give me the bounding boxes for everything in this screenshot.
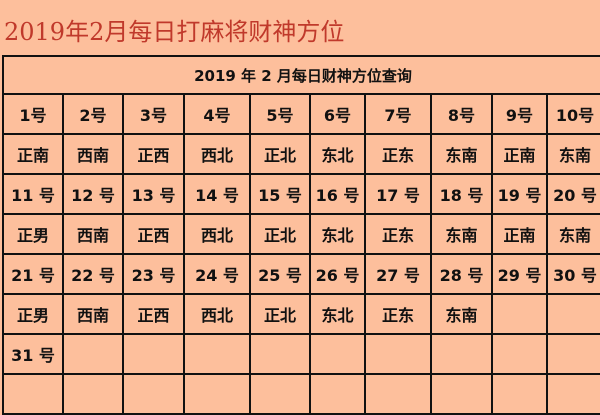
direction-cell: 东南 <box>430 133 493 175</box>
direction-cell: 西北 <box>183 293 251 335</box>
direction-cell: 正东 <box>364 213 432 255</box>
direction-cell: 西南 <box>62 133 124 175</box>
date-cell: 8号 <box>430 93 493 135</box>
direction-cell: 正北 <box>249 213 311 255</box>
direction-row: 正男 西南 正西 西北 正北 东北 正东 东南 <box>2 293 600 335</box>
direction-cell: 正北 <box>249 133 311 175</box>
date-cell: 19 号 <box>491 173 548 215</box>
date-cell <box>545 333 600 375</box>
date-cell <box>183 333 251 375</box>
direction-cell <box>122 373 185 415</box>
direction-cell <box>183 373 251 415</box>
date-cell: 14 号 <box>183 173 251 215</box>
date-cell <box>430 333 493 375</box>
date-cell: 1号 <box>2 93 64 135</box>
date-cell: 29 号 <box>491 253 548 295</box>
date-cell: 11 号 <box>2 173 64 215</box>
direction-row <box>2 373 600 415</box>
direction-cell: 东南 <box>430 293 493 335</box>
date-row: 31 号 <box>2 333 600 375</box>
direction-cell: 西南 <box>62 293 124 335</box>
direction-cell: 东北 <box>309 133 366 175</box>
direction-cell: 东南 <box>430 213 493 255</box>
date-cell: 7号 <box>364 93 432 135</box>
date-cell: 25 号 <box>249 253 311 295</box>
direction-cell: 正北 <box>249 293 311 335</box>
date-cell: 26 号 <box>309 253 366 295</box>
table-header: 2019 年 2 月每日财神方位查询 <box>1 55 600 95</box>
date-cell: 30 号 <box>545 253 600 295</box>
date-cell <box>491 333 548 375</box>
date-cell <box>62 333 124 375</box>
date-cell: 3号 <box>122 93 185 135</box>
date-cell <box>249 333 311 375</box>
direction-cell: 正西 <box>122 293 185 335</box>
direction-cell: 正南 <box>491 133 548 175</box>
date-cell: 12 号 <box>62 173 124 215</box>
direction-cell: 东北 <box>309 293 366 335</box>
date-cell: 21 号 <box>2 253 64 295</box>
direction-cell: 东北 <box>309 213 366 255</box>
date-cell: 31 号 <box>2 333 64 375</box>
direction-cell <box>430 373 493 415</box>
date-cell: 13 号 <box>122 173 185 215</box>
date-cell: 27 号 <box>364 253 432 295</box>
date-cell: 6号 <box>309 93 366 135</box>
direction-cell: 东南 <box>545 133 600 175</box>
direction-cell: 正南 <box>2 133 64 175</box>
direction-cell <box>491 293 548 335</box>
direction-cell <box>545 293 600 335</box>
fortune-direction-table: 2019 年 2 月每日财神方位查询 1号 2号 3号 4号 5号 6号 7号 8号 9号 10号… <box>1 55 600 415</box>
date-cell: 15 号 <box>249 173 311 215</box>
date-cell: 10号 <box>545 93 600 135</box>
direction-cell <box>309 373 366 415</box>
direction-cell: 西北 <box>183 213 251 255</box>
direction-cell: 正男 <box>2 213 64 255</box>
direction-cell: 正西 <box>122 213 185 255</box>
direction-cell: 西北 <box>183 133 251 175</box>
direction-cell: 正西 <box>122 133 185 175</box>
date-cell: 20 号 <box>545 173 600 215</box>
date-cell: 5号 <box>249 93 311 135</box>
direction-cell: 正东 <box>364 133 432 175</box>
date-cell: 17 号 <box>364 173 432 215</box>
direction-cell: 东南 <box>545 213 600 255</box>
direction-cell <box>545 373 600 415</box>
direction-cell <box>62 373 124 415</box>
direction-cell: 正南 <box>491 213 548 255</box>
date-row: 1号 2号 3号 4号 5号 6号 7号 8号 9号 10号 <box>2 93 600 135</box>
direction-row: 正南 西南 正西 西北 正北 东北 正东 东南 正南 东南 <box>2 133 600 175</box>
date-cell: 24 号 <box>183 253 251 295</box>
date-cell: 22 号 <box>62 253 124 295</box>
date-cell <box>309 333 366 375</box>
date-cell: 16 号 <box>309 173 366 215</box>
date-row: 11 号 12 号 13 号 14 号 15 号 16 号 17 号 18 号 19 号 20 号 <box>2 173 600 215</box>
date-cell: 4号 <box>183 93 251 135</box>
date-cell: 2号 <box>62 93 124 135</box>
direction-cell <box>249 373 311 415</box>
direction-row: 正男 西南 正西 西北 正北 东北 正东 东南 正南 东南 <box>2 213 600 255</box>
date-cell <box>364 333 432 375</box>
date-cell: 9号 <box>491 93 548 135</box>
date-cell: 23 号 <box>122 253 185 295</box>
direction-cell: 正男 <box>2 293 64 335</box>
date-cell: 18 号 <box>430 173 493 215</box>
date-cell <box>122 333 185 375</box>
direction-cell <box>2 373 64 415</box>
direction-cell <box>491 373 548 415</box>
date-row: 21 号 22 号 23 号 24 号 25 号 26 号 27 号 28 号 29 号 30 号 <box>2 253 600 295</box>
page-title: 2019年2月每日打麻将财神方位 <box>4 18 345 46</box>
direction-cell: 正东 <box>364 293 432 335</box>
direction-cell <box>364 373 432 415</box>
date-cell: 28 号 <box>430 253 493 295</box>
direction-cell: 西南 <box>62 213 124 255</box>
